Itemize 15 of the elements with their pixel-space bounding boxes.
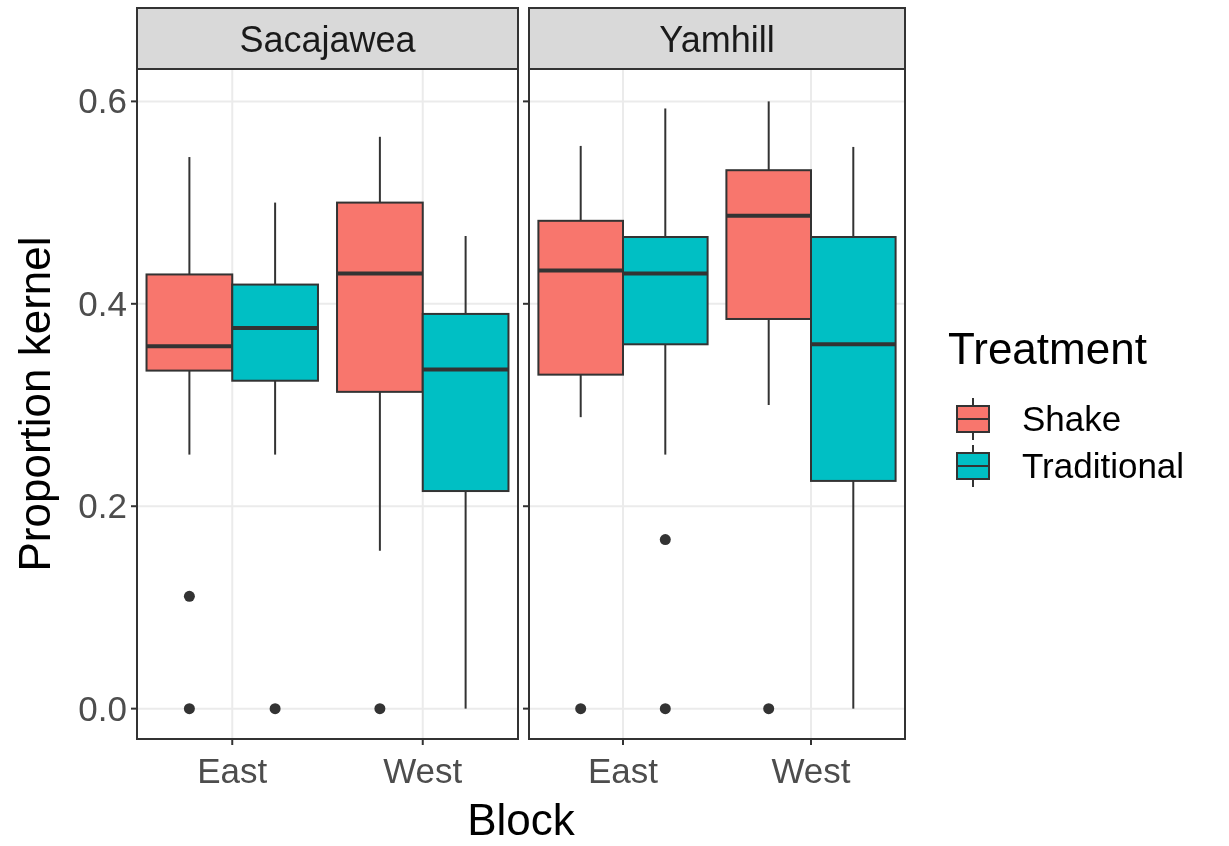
legend-title: Treatment <box>948 324 1147 373</box>
x-tick-label: West <box>383 751 463 790</box>
y-axis-title: Proportion kernel <box>10 236 59 572</box>
x-tick-label: East <box>587 751 659 790</box>
legend-label: Traditional <box>1022 446 1185 485</box>
y-tick-label: 0.4 <box>78 283 127 323</box>
chart-title: Sacajawea <box>239 18 417 60</box>
x-tick-label: West <box>771 751 851 790</box>
legend-label: Shake <box>1022 399 1122 438</box>
x-axis-title: Block <box>467 795 576 844</box>
y-tick-label: 0.2 <box>78 486 127 526</box>
chart-title: Yamhill <box>659 18 775 60</box>
x-tick-label: East <box>197 751 268 790</box>
y-tick-label: 0.0 <box>78 688 127 728</box>
y-tick-label: 0.6 <box>78 81 127 121</box>
